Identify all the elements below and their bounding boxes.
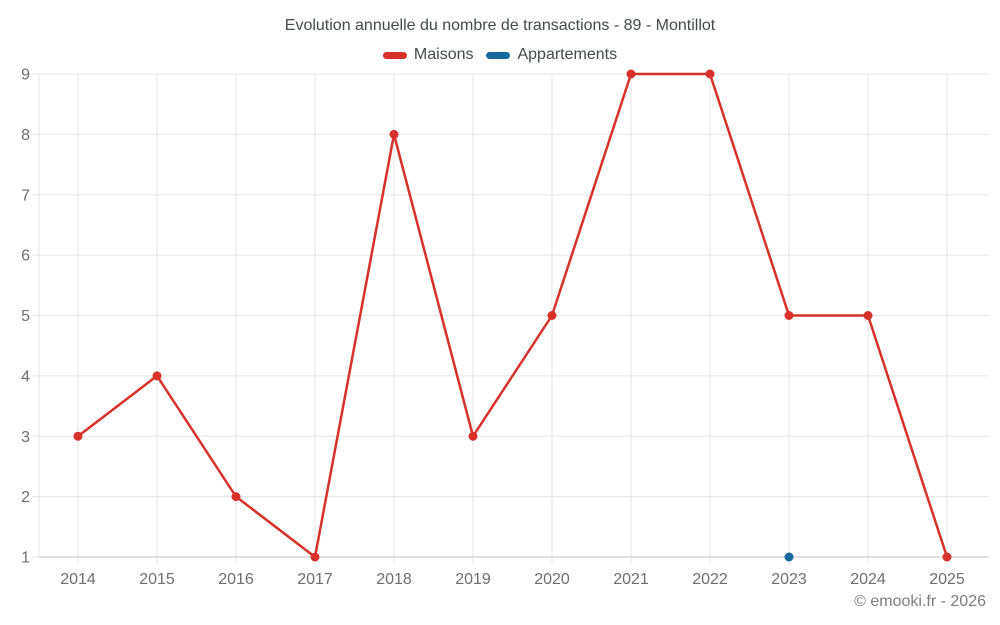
x-axis-label: 2024: [850, 571, 886, 588]
appartements-swatch: [486, 51, 511, 59]
x-axis-label: 2025: [929, 571, 965, 588]
x-axis-label: 2014: [60, 571, 96, 588]
x-axis-label: 2020: [534, 571, 570, 588]
y-axis-label: 7: [21, 187, 30, 204]
y-axis-label: 2: [21, 489, 30, 506]
maisons-line: [76, 72, 949, 559]
chart-title: Evolution annuelle du nombre de transact…: [284, 17, 716, 34]
y-axis-label: 6: [21, 248, 30, 265]
maisons-point[interactable]: [942, 552, 952, 562]
y-axis-label: 5: [21, 308, 30, 325]
legend-item-maisons[interactable]: Maisons: [382, 46, 474, 64]
y-axis-label: 1: [21, 550, 30, 567]
x-axis-label: 2015: [139, 571, 175, 588]
appartements-point[interactable]: [784, 552, 794, 562]
maisons-point[interactable]: [626, 69, 636, 79]
maisons-point[interactable]: [863, 311, 873, 320]
x-axis-label: 2016: [218, 571, 254, 588]
maisons-point[interactable]: [468, 431, 478, 441]
x-axis-label: 2018: [376, 571, 412, 588]
x-axis-label: 2022: [692, 571, 728, 588]
y-axis-label: 8: [21, 127, 30, 144]
maisons-point[interactable]: [73, 431, 83, 441]
maisons-point[interactable]: [389, 129, 399, 139]
x-axis-label: 2019: [455, 571, 491, 588]
maisons-point[interactable]: [310, 552, 320, 562]
y-axis-label: 3: [21, 429, 30, 446]
appartements-legend-label: Appartements: [517, 46, 618, 63]
legend-item-appartements[interactable]: Appartements: [486, 46, 617, 64]
y-axis-label: 4: [21, 368, 30, 385]
maisons-point[interactable]: [152, 371, 162, 381]
maisons-point[interactable]: [547, 311, 557, 320]
x-axis-label: 2023: [771, 571, 807, 588]
maisons-legend-label: Maisons: [413, 46, 474, 63]
x-axis-label: 2021: [613, 571, 649, 588]
copyright: © emooki.fr - 2026: [854, 593, 986, 610]
y-axis-label: 9: [21, 67, 30, 84]
maisons-point[interactable]: [705, 69, 715, 79]
maisons-point[interactable]: [784, 311, 794, 320]
maisons-swatch: [382, 51, 407, 59]
maisons-point[interactable]: [231, 492, 241, 502]
legend: Maisons Appartements: [0, 46, 1000, 64]
x-axis-label: 2017: [297, 571, 333, 588]
